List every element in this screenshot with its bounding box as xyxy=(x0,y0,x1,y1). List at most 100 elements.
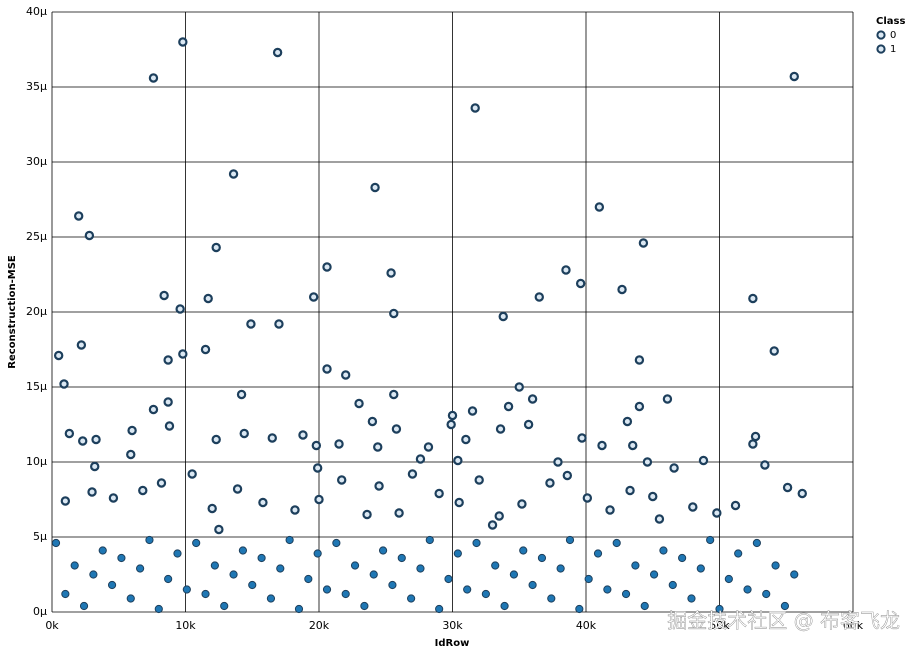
point xyxy=(556,564,565,573)
point xyxy=(267,433,277,443)
point xyxy=(790,570,799,579)
point xyxy=(163,355,173,365)
point xyxy=(154,604,163,614)
point xyxy=(164,574,173,584)
point xyxy=(696,564,705,573)
point xyxy=(126,594,135,603)
point xyxy=(662,394,673,404)
point xyxy=(117,553,126,563)
point xyxy=(214,524,224,535)
y-tick-label: 40μ xyxy=(26,5,47,18)
point xyxy=(545,478,555,488)
point xyxy=(145,535,154,545)
point xyxy=(528,580,537,590)
point xyxy=(467,406,478,416)
point xyxy=(730,500,741,511)
x-tick-label: 40k xyxy=(576,619,597,632)
point xyxy=(294,604,304,614)
point xyxy=(494,511,504,521)
legend-marker xyxy=(876,44,886,54)
point xyxy=(706,535,715,545)
point xyxy=(332,538,341,548)
point xyxy=(397,553,406,563)
point xyxy=(178,37,188,47)
point xyxy=(640,601,649,611)
point xyxy=(481,589,490,599)
point xyxy=(148,404,159,415)
point xyxy=(687,594,696,603)
point xyxy=(425,535,434,545)
point xyxy=(61,589,70,599)
y-tick-label: 25μ xyxy=(26,230,47,243)
point xyxy=(138,485,148,496)
x-axis-title: IdRow xyxy=(435,638,470,649)
point xyxy=(98,546,107,555)
point xyxy=(537,553,547,563)
point xyxy=(298,430,308,440)
point xyxy=(447,410,458,421)
point xyxy=(322,585,332,594)
point xyxy=(285,535,294,545)
point xyxy=(659,546,668,555)
point xyxy=(314,494,324,505)
point xyxy=(159,290,169,301)
point xyxy=(760,460,770,470)
point xyxy=(463,585,472,594)
point xyxy=(304,574,313,584)
point xyxy=(642,457,653,467)
point xyxy=(322,262,332,272)
point xyxy=(127,425,137,436)
y-tick-label: 5μ xyxy=(33,530,47,543)
x-tick-label: 50k xyxy=(709,619,730,632)
point xyxy=(126,449,136,460)
x-tick-label: 20k xyxy=(309,619,330,632)
point xyxy=(435,604,444,614)
point xyxy=(79,601,89,611)
point xyxy=(517,499,527,509)
point xyxy=(369,570,378,579)
point xyxy=(622,416,633,427)
point xyxy=(378,546,388,555)
point xyxy=(156,478,167,488)
point xyxy=(584,574,593,584)
point xyxy=(91,434,101,445)
point xyxy=(341,370,351,380)
point xyxy=(229,570,238,579)
point xyxy=(187,469,197,479)
legend-title: Class xyxy=(876,16,905,27)
point xyxy=(148,73,159,83)
y-tick-label: 0μ xyxy=(33,605,47,618)
point xyxy=(594,202,605,212)
point xyxy=(350,561,360,570)
point xyxy=(362,509,372,520)
x-tick-label: 60k xyxy=(843,619,864,632)
point xyxy=(561,265,571,275)
point xyxy=(312,463,323,473)
point xyxy=(734,549,743,558)
point xyxy=(308,292,319,302)
point xyxy=(789,71,799,82)
point xyxy=(712,508,722,518)
point xyxy=(628,440,638,451)
point xyxy=(698,455,709,466)
point xyxy=(257,553,266,563)
point xyxy=(638,238,649,248)
point xyxy=(374,481,384,491)
point xyxy=(491,561,500,570)
point xyxy=(797,488,807,499)
point xyxy=(73,211,84,221)
point xyxy=(64,428,75,439)
point xyxy=(389,308,399,319)
point xyxy=(444,574,453,584)
point xyxy=(617,284,627,295)
point xyxy=(748,439,758,449)
point xyxy=(207,503,217,514)
point xyxy=(553,457,563,467)
point xyxy=(750,431,761,442)
point xyxy=(474,475,484,485)
point xyxy=(743,585,752,594)
point xyxy=(210,561,219,570)
y-tick-label: 35μ xyxy=(26,80,47,93)
x-tick-label: 10k xyxy=(175,619,196,632)
